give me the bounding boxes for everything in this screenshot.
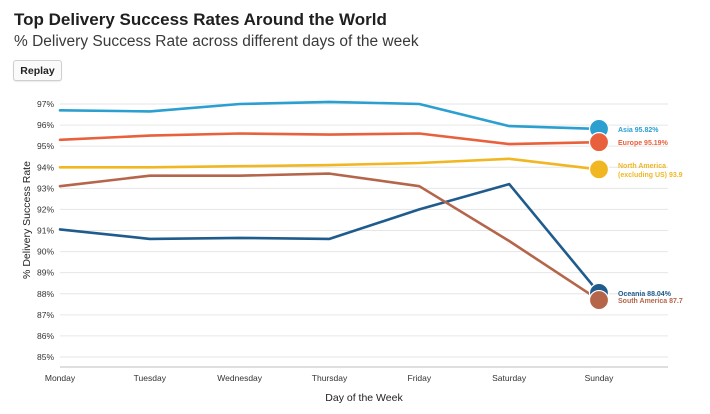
x-tick-label: Wednesday xyxy=(217,373,262,383)
y-tick-label: 96% xyxy=(37,120,54,130)
replay-button[interactable]: Replay xyxy=(13,60,62,81)
y-tick-label: 95% xyxy=(37,141,54,151)
end-label-europe: Europe 95.19% xyxy=(618,140,669,147)
y-axis-title: % Delivery Success Rate xyxy=(21,161,33,279)
series-line-asia xyxy=(58,100,601,131)
series-end-markers xyxy=(588,118,610,311)
x-tick-label: Thursday xyxy=(312,373,348,383)
end-label-north-america-excluding-us: North America xyxy=(618,163,666,170)
series-line-europe xyxy=(58,132,601,146)
end-label-oceania: Oceania 88.04% xyxy=(618,291,672,298)
end-label-asia: Asia 95.82% xyxy=(618,127,659,134)
x-tick-label: Tuesday xyxy=(134,373,167,383)
end-marker-north-america-excluding-us[interactable] xyxy=(588,159,610,180)
series-lines xyxy=(58,100,601,302)
series-line-north-america-excluding-us xyxy=(58,157,601,171)
grid-lines xyxy=(60,103,668,368)
y-tick-label: 89% xyxy=(37,268,54,278)
y-tick-label: 97% xyxy=(37,99,54,109)
y-tick-label: 85% xyxy=(37,352,54,362)
y-tick-label: 93% xyxy=(37,183,54,193)
y-tick-label: 86% xyxy=(37,331,54,341)
series-end-labels: Asia 95.82% Europe 95.19% North America (ex… xyxy=(618,127,683,305)
end-label-north-america-excluding-us: (excluding US) 93.9 xyxy=(618,172,683,179)
x-tick-label: Saturday xyxy=(492,373,527,383)
y-tick-label: 90% xyxy=(37,247,54,257)
x-tick-label: Sunday xyxy=(585,373,615,383)
x-tick-label: Friday xyxy=(408,373,432,383)
y-tick-labels: 85% 86% 87% 88% 89% 90% 91% 92% 93% 94% 95% 96% 97% xyxy=(37,99,54,362)
y-tick-label: 92% xyxy=(37,204,54,214)
x-axis-title: Day of the Week xyxy=(325,392,403,404)
y-tick-label: 91% xyxy=(37,226,54,236)
series-line-oceania xyxy=(58,182,601,295)
y-tick-label: 88% xyxy=(37,289,54,299)
y-tick-label: 94% xyxy=(37,162,54,172)
x-tick-labels: Monday Tuesday Wednesday Thursday Friday Satu… xyxy=(45,373,614,383)
end-label-south-america: South America 87.7 xyxy=(618,298,683,305)
x-tick-label: Monday xyxy=(45,373,76,383)
series-line-south-america xyxy=(58,172,601,302)
y-tick-label: 87% xyxy=(37,310,54,320)
chart-title: Top Delivery Success Rates Around the Wo… xyxy=(14,10,387,29)
end-marker-europe[interactable] xyxy=(588,132,610,153)
end-marker-south-america[interactable] xyxy=(588,289,610,311)
chart-subtitle: % Delivery Success Rate across different… xyxy=(14,33,419,50)
